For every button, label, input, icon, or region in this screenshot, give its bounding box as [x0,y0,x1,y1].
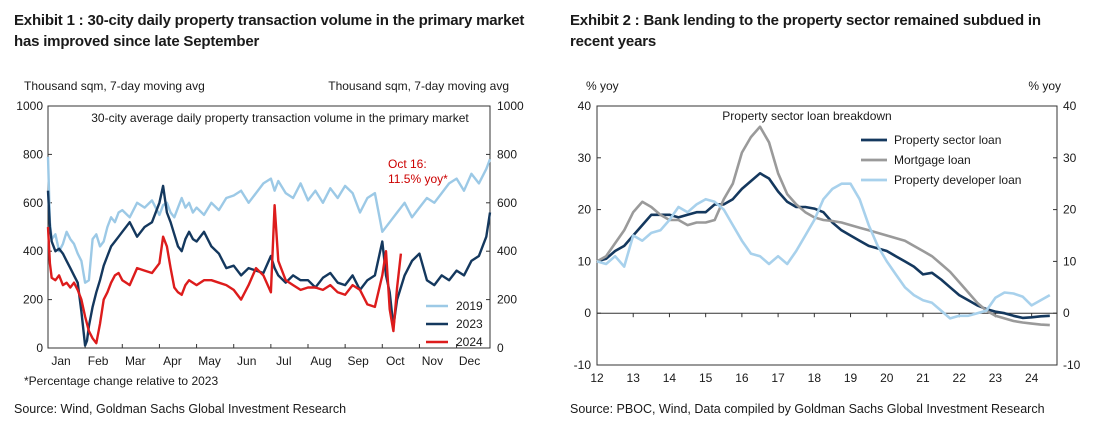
series-line-Mortgage loan [596,125,1050,327]
y-tick-label-left: 200 [23,293,43,307]
y-tick-label-left: 40 [578,99,592,113]
x-tick-label: 12 [590,371,604,385]
y-axis-label-right: % yoy [1028,79,1061,93]
legend-label-2023: 2023 [456,317,483,331]
x-tick-label: 15 [699,371,713,385]
y-tick-label-left: 600 [23,196,43,210]
y-tick-label-right: 10 [1063,254,1077,268]
legend-label-Property sector loan: Property sector loan [894,133,1001,147]
y-tick-label-right: 0 [1063,306,1070,320]
x-tick-label: 23 [989,371,1003,385]
y-tick-label-right: 400 [497,244,517,258]
x-tick-label: 13 [627,371,641,385]
y-tick-label-left: -10 [574,358,592,372]
x-tick-label: Nov [422,354,443,368]
source-exhibit-1: Source: Wind, Goldman Sachs Global Inves… [14,402,347,416]
x-tick-label: Jan [51,354,70,368]
x-tick-label: Oct [386,354,405,368]
series-line-2024 [46,203,403,345]
legend-label-2024: 2024 [456,335,483,349]
plot-frame [47,105,491,349]
y-tick-label-left: 400 [23,244,43,258]
x-tick-label: 14 [663,371,677,385]
legend-label-2019: 2019 [456,299,483,313]
exhibit-2-chart: % yoy % yoy -10 -10 0 0 10 10 20 20 30 30 40 40 12 13 14… [574,79,1081,385]
x-tick-label: 17 [771,371,785,385]
chart-title: 30-city average daily property transacti… [91,111,469,125]
y-tick-label-right: 30 [1063,151,1077,165]
exhibit-1-title: Exhibit 1 : 30-city daily property trans… [14,12,525,50]
y-tick-label-left: 0 [36,341,43,355]
plot-frame [596,105,1058,366]
series-line-Property developer loan [596,182,1051,320]
y-tick-label-right: 20 [1063,203,1077,217]
exhibit-2-title: Exhibit 2 : Bank lending to the property… [570,12,1041,50]
x-tick-label: Jun [237,354,256,368]
series-line-2019 [46,156,492,284]
x-tick-label: 18 [808,371,822,385]
y-tick-label-right: 1000 [497,99,524,113]
y-tick-label-left: 20 [578,203,592,217]
y-tick-label-left: 0 [584,306,591,320]
x-tick-label: 19 [844,371,858,385]
y-axis-label-right: Thousand sqm, 7-day moving avg [328,79,509,93]
x-tick-label: Dec [459,354,480,368]
y-tick-label-left: 30 [578,151,592,165]
annotation-text: 11.5% yoy* [388,172,448,186]
x-tick-label: 16 [735,371,749,385]
series-line-Property sector loan [596,172,1050,320]
footnote: *Percentage change relative to 2023 [24,374,219,388]
legend-label-Property developer loan: Property developer loan [894,173,1021,187]
x-tick-label: May [198,354,221,368]
y-tick-label-left: 10 [578,254,592,268]
y-tick-label-right: 600 [497,196,517,210]
x-tick-label: Mar [125,354,146,368]
x-tick-label: 21 [916,371,930,385]
y-axis-label-left: % yoy [586,79,619,93]
legend-label-Mortgage loan: Mortgage loan [894,153,971,167]
chart-title: Property sector loan breakdown [722,109,891,123]
y-tick-label-right: 200 [497,293,517,307]
y-tick-label-right: 0 [497,341,504,355]
y-tick-label-right: 800 [497,147,517,161]
exhibit-1-chart: Thousand sqm, 7-day moving avg Thousand s… [16,79,524,368]
x-tick-label: Aug [310,354,331,368]
y-tick-label-left: 1000 [16,99,43,113]
y-axis-label-left: Thousand sqm, 7-day moving avg [24,79,205,93]
y-tick-label-right: 40 [1063,99,1077,113]
x-tick-label: Jul [276,354,291,368]
x-tick-label: 24 [1025,371,1039,385]
source-exhibit-2: Source: PBOC, Wind, Data compiled by Gol… [570,402,1045,416]
y-tick-label-left: 800 [23,147,43,161]
annotation-text: Oct 16: [388,157,427,171]
y-tick-label-right: -10 [1063,358,1081,372]
x-tick-label: 22 [953,371,967,385]
x-tick-label: Feb [88,354,109,368]
x-tick-label: Sep [347,354,369,368]
series-line-2023 [46,184,492,347]
x-tick-label: Apr [163,354,182,368]
x-tick-label: 20 [880,371,894,385]
